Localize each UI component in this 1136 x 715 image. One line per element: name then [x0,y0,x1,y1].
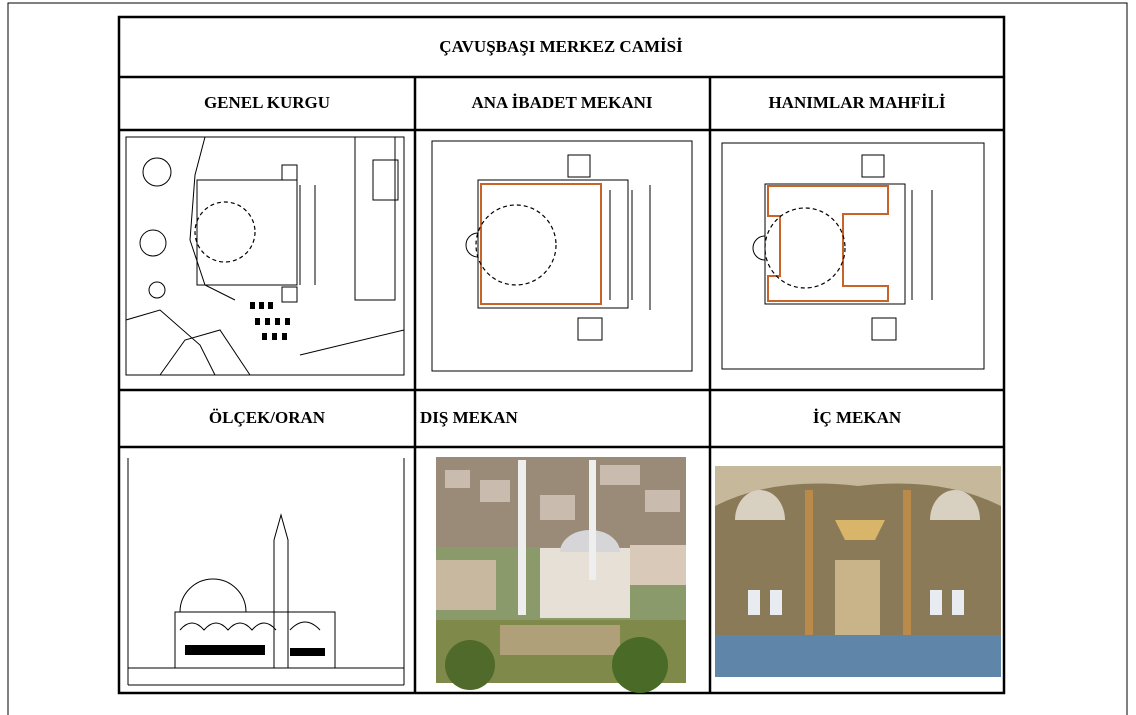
column-header: HANIMLAR MAHFİLİ [768,93,945,112]
column-header: İÇ MEKAN [813,408,902,427]
column-header: ÖLÇEK/ORAN [209,408,326,427]
interior-photo [715,466,1001,677]
column-header: ANA İBADET MEKANI [471,93,652,112]
exterior-photo [436,457,686,693]
table-title: ÇAVUŞBAŞI MERKEZ CAMİSİ [439,37,683,56]
table-grid [117,15,1006,695]
page-frame [7,2,1128,715]
column-header: DIŞ MEKAN [420,408,518,427]
prayer-hall-plan [431,140,693,372]
gallery-plan [721,142,985,370]
site-plan-drawing [125,136,405,376]
elevation-drawing [127,458,405,686]
column-header: GENEL KURGU [204,93,330,112]
